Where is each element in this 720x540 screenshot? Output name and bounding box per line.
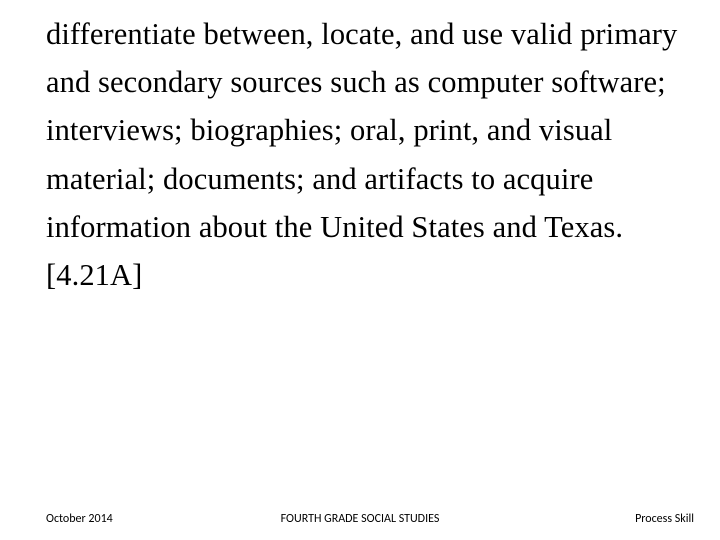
footer: October 2014 FOURTH GRADE SOCIAL STUDIES…: [0, 506, 720, 526]
footer-title: FOURTH GRADE SOCIAL STUDIES: [281, 512, 440, 526]
slide: differentiate between, locate, and use v…: [0, 0, 720, 540]
footer-tag: Process Skill: [635, 512, 694, 526]
slide-body-text: differentiate between, locate, and use v…: [46, 10, 680, 299]
footer-date: October 2014: [46, 512, 113, 526]
